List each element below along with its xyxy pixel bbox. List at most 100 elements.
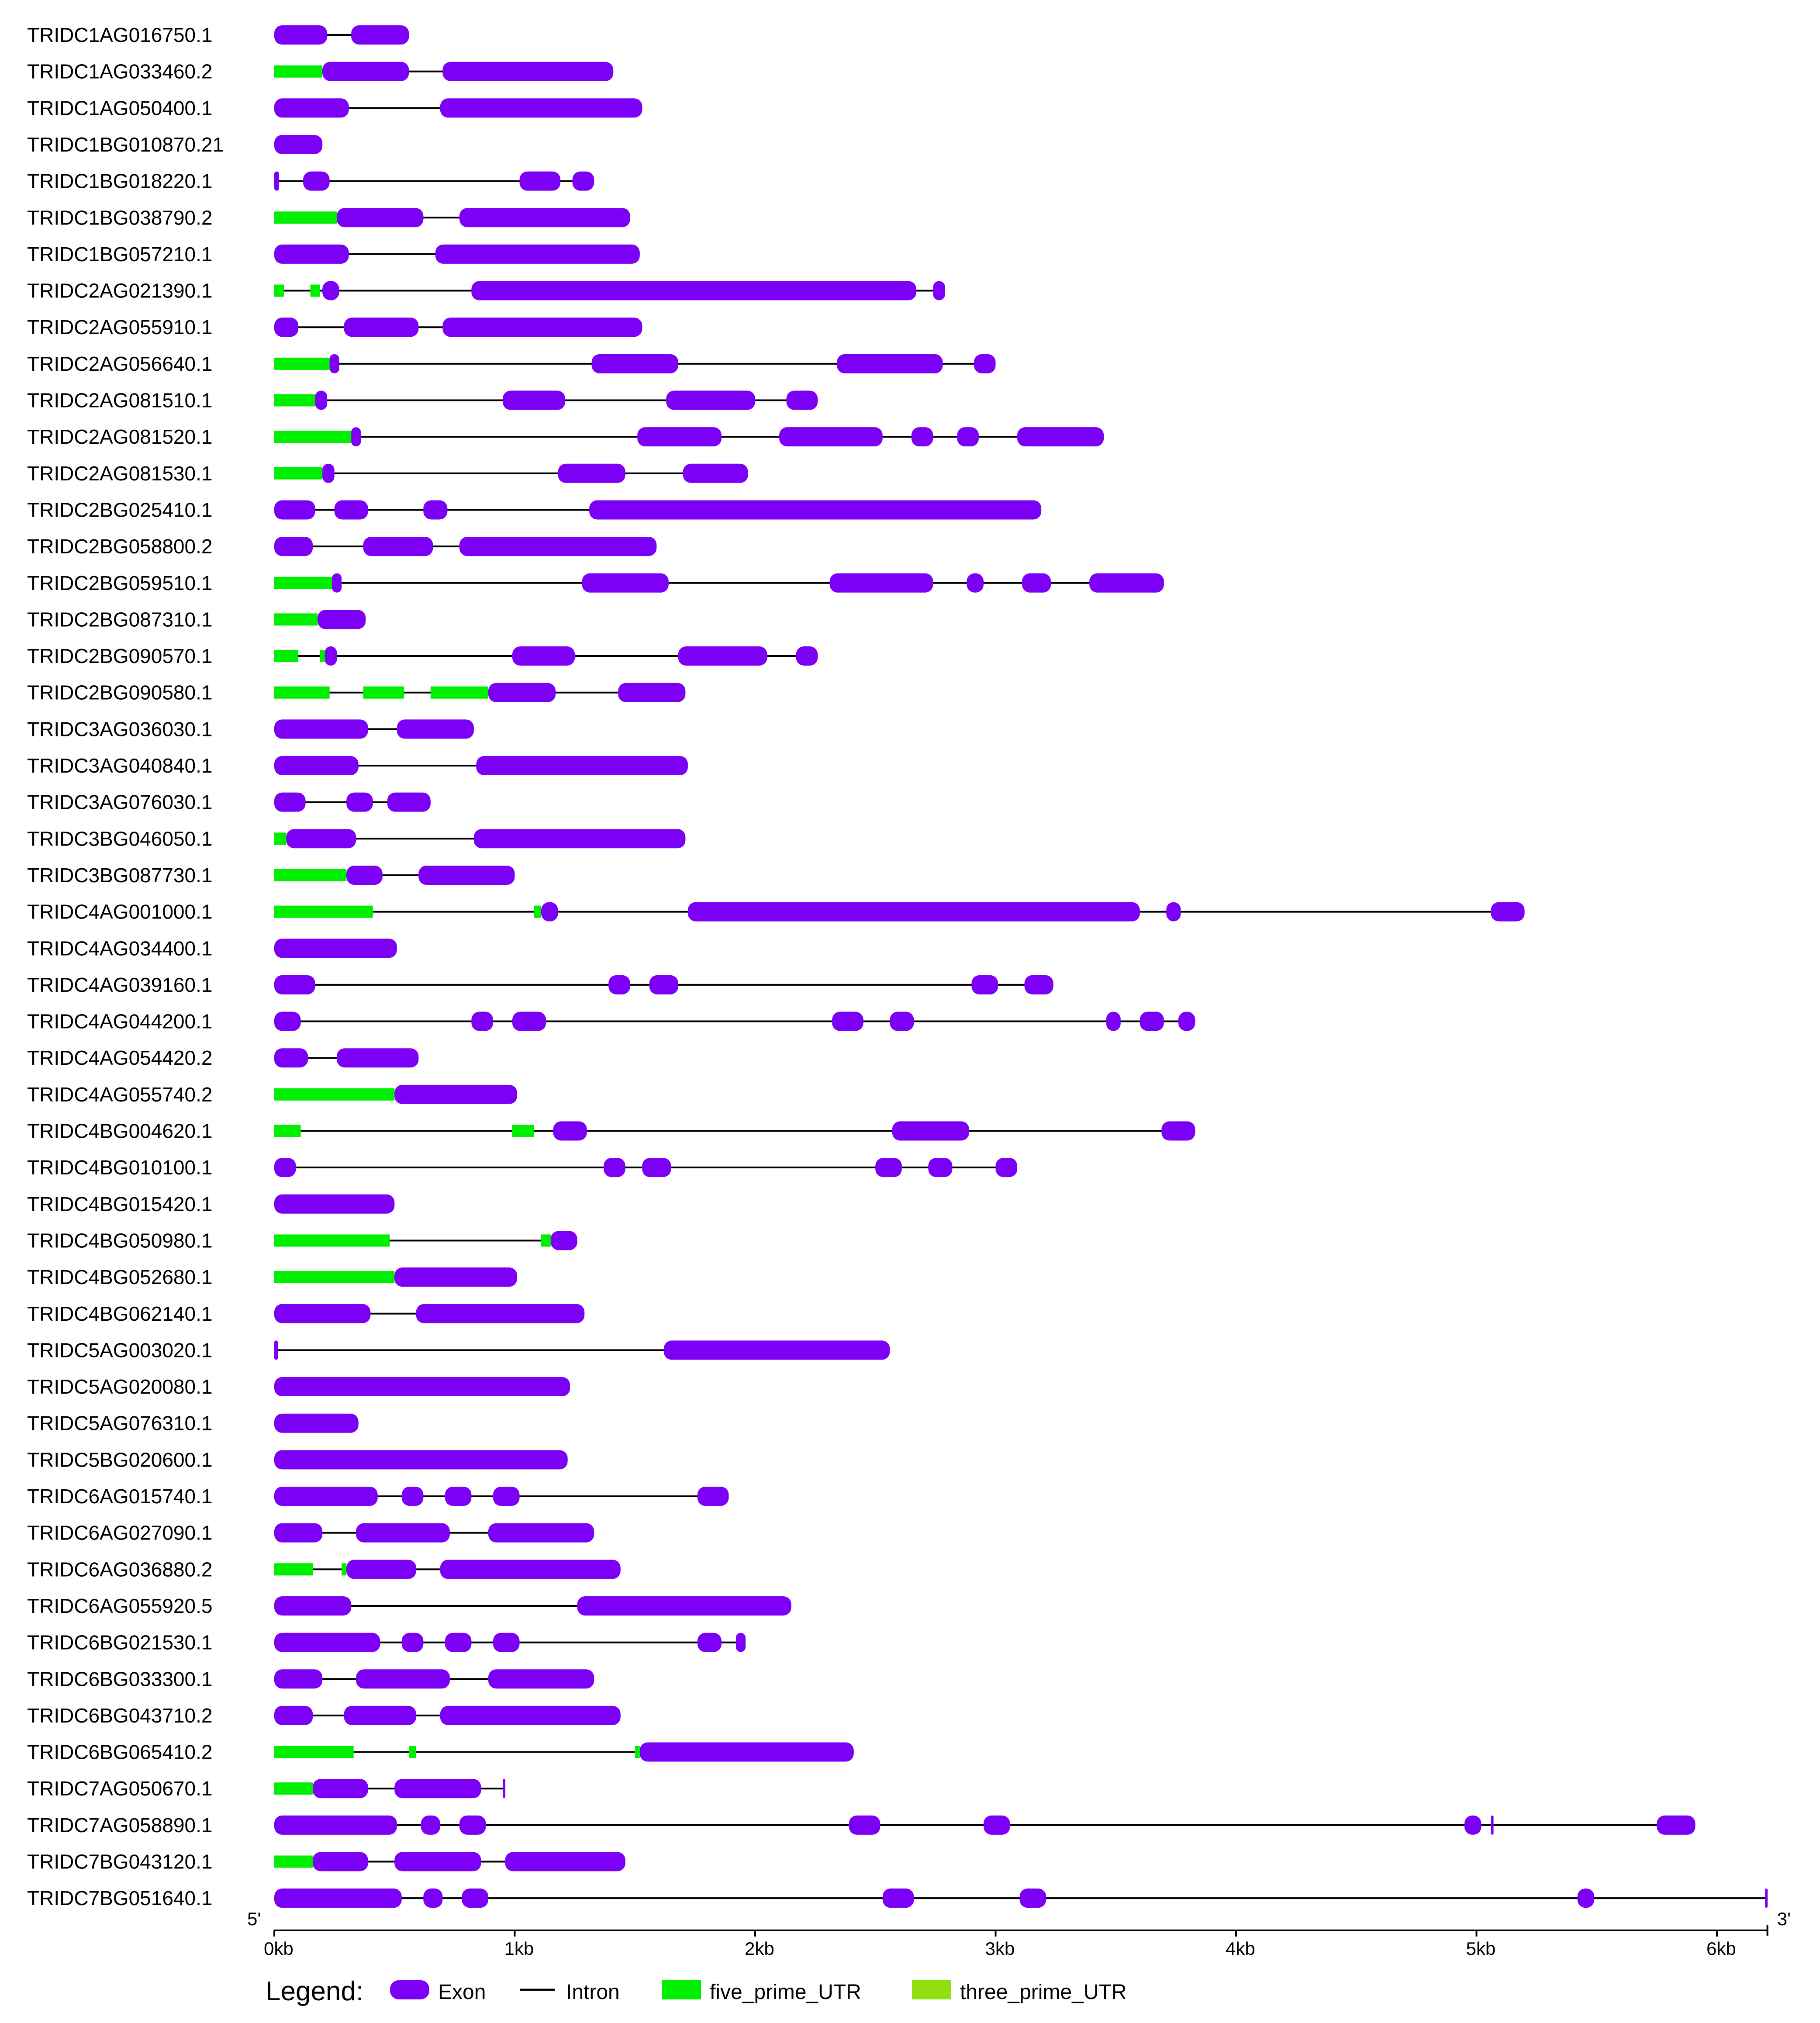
exon (356, 1523, 450, 1543)
exon (274, 1633, 380, 1652)
gene-rows: TRIDC1AG016750.1 TRIDC1AG033460.2 TRIDC1AG… (27, 24, 1768, 1909)
legend: Legend: Exon Intron five_prime_UTR three… (266, 1976, 1126, 2006)
exon (649, 975, 678, 994)
gene-label: TRIDC1BG018220.1 (27, 170, 212, 193)
exon (890, 1012, 914, 1031)
exon (957, 427, 979, 447)
gene-row: TRIDC3BG046050.1 (27, 827, 686, 850)
gene-row: TRIDC5AG076310.1 (27, 1412, 359, 1435)
gene-row: TRIDC4BG062140.1 (27, 1302, 585, 1325)
exon (796, 646, 818, 666)
gene-row: TRIDC4AG034400.1 (27, 937, 397, 960)
five-prime-utr (274, 1855, 313, 1868)
five-prime-utr (274, 650, 299, 663)
gene-label: TRIDC2AG021390.1 (27, 280, 212, 302)
gene-row: TRIDC2BG090570.1 (27, 645, 818, 667)
gene-label: TRIDC3BG087730.1 (27, 864, 212, 887)
legend-three-prime-utr-swatch (912, 1980, 951, 1999)
gene-label: TRIDC7BG051640.1 (27, 1887, 212, 1909)
exon (274, 500, 315, 520)
gene-row: TRIDC2BG087310.1 (27, 608, 366, 631)
exon (274, 1669, 323, 1689)
exon (837, 354, 943, 373)
exon (983, 1815, 1010, 1835)
five-prime-utr (274, 613, 318, 626)
gene-row: TRIDC1BG018220.1 (27, 170, 594, 193)
five-prime-utr (274, 1746, 354, 1758)
five-prime-utr (635, 1746, 640, 1758)
five-prime-utr (274, 65, 323, 78)
gene-label: TRIDC2BG059510.1 (27, 572, 212, 594)
exon (274, 135, 323, 154)
exon (663, 1340, 890, 1360)
gene-label: TRIDC2BG087310.1 (27, 608, 212, 631)
gene-label: TRIDC1AG016750.1 (27, 24, 212, 46)
exon (435, 244, 640, 264)
gene-row: TRIDC4AG039160.1 (27, 974, 1053, 996)
exon (346, 792, 373, 812)
legend-five-prime-utr-swatch (662, 1980, 701, 1999)
axis-ticks: 0kb 1kb 2kb 3kb 4kb 5kb 6kb (264, 1925, 1768, 1959)
exon (274, 244, 349, 264)
exon (423, 1888, 443, 1908)
exon (442, 318, 642, 337)
exon (459, 1815, 486, 1835)
exon (849, 1815, 881, 1835)
gene-row: TRIDC4BG010100.1 (27, 1156, 1018, 1179)
five-prime-utr (409, 1746, 416, 1758)
five-prime-utr (274, 357, 330, 370)
axis-tick-label: 4kb (1226, 1938, 1255, 1959)
gene-label: TRIDC3AG036030.1 (27, 718, 212, 740)
gene-row: TRIDC6AG027090.1 (27, 1522, 594, 1544)
gene-row: TRIDC1BG010870.21 (27, 133, 323, 156)
five-prime-end-label: 5' (247, 1909, 261, 1929)
exon (512, 646, 575, 666)
five-prime-utr (342, 1563, 347, 1576)
exon (274, 98, 349, 118)
gene-label: TRIDC6AG027090.1 (27, 1522, 212, 1544)
five-prime-utr (541, 1234, 551, 1247)
exon (274, 318, 299, 337)
exon (697, 1487, 729, 1506)
exon (1491, 902, 1525, 922)
gene-label: TRIDC1BG057210.1 (27, 243, 212, 266)
exon (1657, 1815, 1696, 1835)
exon (387, 792, 431, 812)
gene-label: TRIDC6BG021530.1 (27, 1631, 212, 1654)
gene-label: TRIDC3AG040840.1 (27, 754, 212, 777)
exon (440, 1705, 621, 1725)
exon (882, 1888, 914, 1908)
gene-label: TRIDC3BG046050.1 (27, 827, 212, 850)
exon (356, 1669, 450, 1689)
exon (608, 975, 630, 994)
exon (541, 902, 558, 922)
legend-title: Legend: (266, 1976, 363, 2006)
axis-tick-label: 2kb (745, 1938, 774, 1959)
gene-row: TRIDC4BG052680.1 (27, 1266, 518, 1288)
legend-exon-label: Exon (438, 1981, 486, 2004)
gene-label: TRIDC4AG039160.1 (27, 974, 212, 996)
gene-row: TRIDC1AG016750.1 (27, 24, 409, 46)
gene-label: TRIDC1BG010870.21 (27, 133, 224, 156)
exon (274, 537, 313, 556)
axis-tick-label: 5kb (1466, 1938, 1496, 1959)
exon (394, 1267, 518, 1287)
five-prime-utr (274, 211, 337, 224)
gene-row: TRIDC3AG036030.1 (27, 718, 474, 740)
exon (423, 500, 448, 520)
exon (911, 427, 933, 447)
exon (488, 1669, 594, 1689)
exon (637, 427, 722, 447)
exon (274, 1413, 359, 1433)
exon (471, 281, 916, 300)
five-prime-utr (274, 1234, 390, 1247)
exon (572, 171, 594, 191)
gene-row: TRIDC6AG015740.1 (27, 1485, 729, 1508)
axis-tick-label: 1kb (504, 1938, 534, 1959)
exon (832, 1012, 863, 1031)
gene-row: TRIDC3AG076030.1 (27, 791, 431, 814)
gene-label: TRIDC3AG076030.1 (27, 791, 212, 814)
gene-label: TRIDC2BG090580.1 (27, 681, 212, 704)
legend-intron-label: Intron (566, 1981, 620, 2004)
